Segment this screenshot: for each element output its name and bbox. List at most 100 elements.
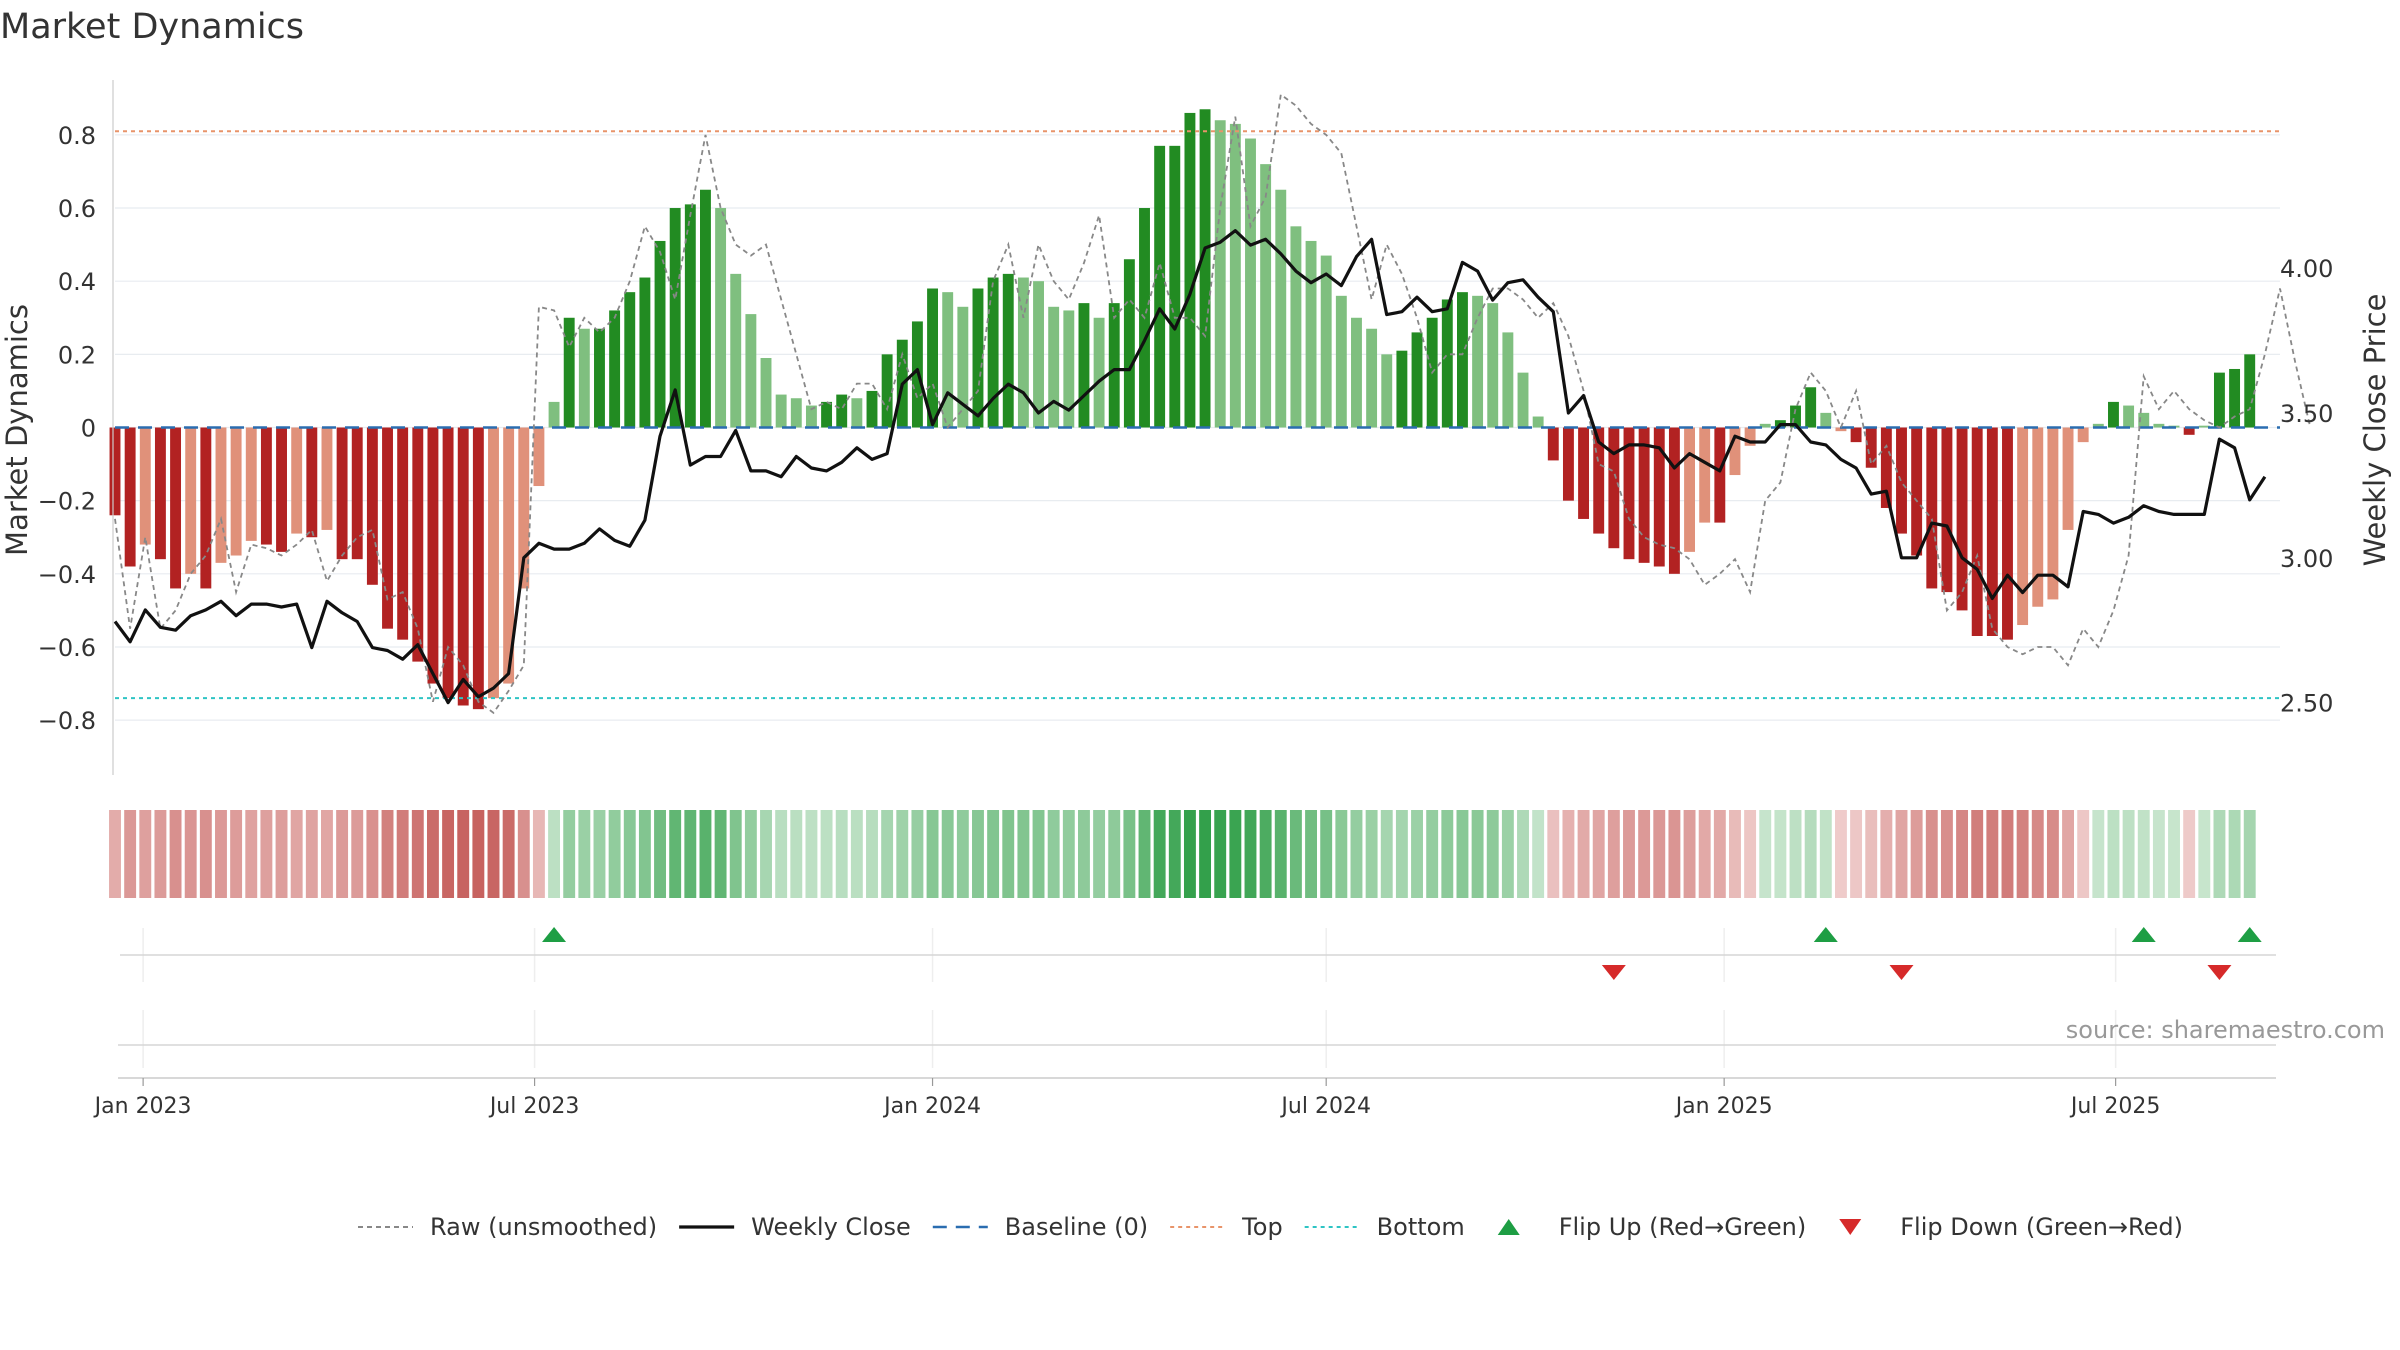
x-tick-label: Jan 2025 (1674, 1094, 1773, 1119)
strip-cell (1517, 810, 1529, 898)
strip-cell (1305, 810, 1317, 898)
momentum-bar (336, 427, 348, 560)
legend-item: Weekly Close (679, 1213, 911, 1241)
x-tick-label: Jan 2023 (93, 1094, 192, 1119)
momentum-bar (851, 398, 863, 428)
strip-cell (2213, 810, 2226, 898)
legend-label: Baseline (0) (1005, 1213, 1148, 1241)
strip-cell (2152, 810, 2165, 898)
momentum-bar (1517, 372, 1529, 428)
x-tick-label: Jan 2024 (882, 1094, 981, 1119)
strip-cell (351, 810, 364, 898)
strip-cell (2092, 810, 2105, 898)
momentum-bar (2032, 427, 2044, 607)
strip-cell (169, 810, 182, 898)
strip-cell (2137, 810, 2150, 898)
momentum-strip (109, 810, 2256, 898)
x-tick-label: Jul 2025 (2069, 1094, 2161, 1119)
legend-label: Weekly Close (751, 1213, 911, 1241)
strip-cell (2031, 810, 2044, 898)
strip-cell (1123, 810, 1136, 898)
flip-down-marker (2207, 965, 2232, 980)
momentum-bar (1108, 303, 1120, 428)
strip-cell (669, 810, 682, 898)
momentum-bar (1623, 427, 1635, 560)
strip-cell (1956, 810, 1969, 898)
strip-cell (1501, 810, 1514, 898)
strip-cell (2183, 810, 2196, 898)
strip-cell (911, 810, 924, 898)
momentum-bar (987, 277, 999, 428)
strip-cell (1668, 810, 1681, 898)
strip-cell (245, 810, 258, 898)
strip-cell (1289, 810, 1302, 898)
momentum-bar (1441, 299, 1453, 428)
y-tick-label: −0.4 (38, 561, 96, 589)
momentum-bar (760, 358, 772, 428)
strip-cell (1078, 810, 1090, 898)
momentum-bar (775, 394, 787, 428)
strip-cell (1153, 810, 1166, 898)
strip-cell (457, 810, 470, 898)
momentum-bar (1744, 427, 1756, 446)
momentum-bar (291, 427, 303, 534)
strip-cell (336, 810, 349, 898)
strip-cell (835, 810, 848, 898)
strip-cell (1789, 810, 1802, 898)
momentum-bar (1275, 189, 1287, 428)
strip-cell (1577, 810, 1590, 898)
strip-cell (623, 810, 636, 898)
strip-cell (729, 810, 742, 898)
momentum-bar (1926, 427, 1938, 589)
momentum-bar (154, 427, 166, 560)
strip-cell (1683, 810, 1696, 898)
strip-cell (805, 810, 818, 898)
momentum-bar (412, 427, 424, 662)
strip-cell (1426, 810, 1439, 898)
momentum-bar (1017, 277, 1029, 428)
momentum-bar (1911, 427, 1923, 556)
strip-cell (1744, 810, 1757, 898)
legend-swatch (1497, 1219, 1520, 1235)
weekly-close-line (113, 229, 2267, 705)
strip-cell (2046, 810, 2059, 898)
strip-cell (532, 810, 545, 898)
strip-cell (2168, 810, 2180, 898)
legend-item: Top (1170, 1213, 1283, 1241)
strip-cell (926, 810, 939, 898)
y-axis-label-right: Weekly Close Price (2358, 294, 2392, 567)
momentum-bar (1971, 427, 1983, 636)
strip-cell (699, 810, 712, 898)
strip-cell (1062, 810, 1075, 898)
strip-cell (2122, 810, 2135, 898)
strip-cell (1274, 810, 1287, 898)
strip-cell (1441, 810, 1454, 898)
momentum-bar (1381, 354, 1393, 428)
momentum-bar (2047, 427, 2059, 600)
momentum-bar (563, 317, 575, 428)
strip-cell (1365, 810, 1378, 898)
strip-cell (199, 810, 212, 898)
y-tick-label: −0.2 (38, 488, 96, 516)
strip-cell (1244, 810, 1257, 898)
momentum-bar (1805, 387, 1817, 428)
strip-cell (290, 810, 303, 898)
momentum-bar (1956, 427, 1968, 611)
momentum-bar (1547, 427, 1559, 461)
momentum-bar (972, 288, 984, 428)
strip-cell (1456, 810, 1469, 898)
momentum-bar (442, 427, 454, 699)
strip-cell (1623, 810, 1635, 898)
y-tick-label: 0.4 (58, 268, 96, 296)
momentum-bar (1229, 123, 1241, 428)
strip-cell (1093, 810, 1106, 898)
strip-cell (2077, 810, 2090, 898)
momentum-bar (1487, 303, 1499, 428)
momentum-bar (1351, 317, 1362, 428)
strip-cell (548, 810, 561, 898)
momentum-bar (185, 427, 197, 574)
strip-cell (1320, 810, 1333, 898)
strip-cell (1834, 810, 1847, 898)
momentum-bar (1532, 416, 1544, 428)
momentum-bar (1456, 292, 1468, 428)
